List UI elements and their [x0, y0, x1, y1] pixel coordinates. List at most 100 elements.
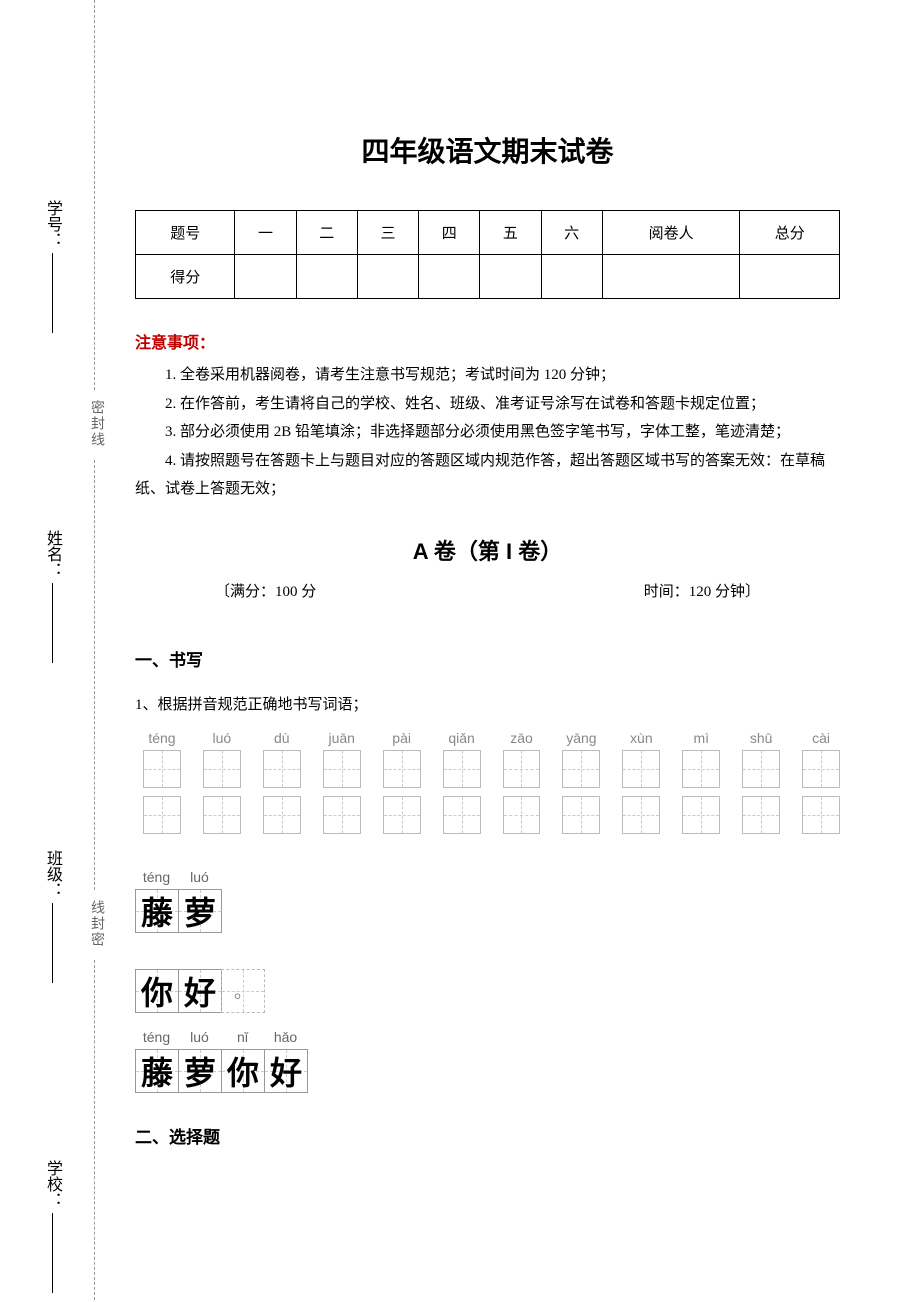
example-cell: 好: [178, 949, 221, 1013]
paper-info: 〔满分：100 分 时间：120 分钟〕: [135, 580, 840, 601]
tianzi-filled: 萝: [178, 889, 222, 933]
pinyin-label: luó: [203, 730, 241, 746]
class-label: 班级：: [40, 850, 64, 983]
name-label: 姓名：: [40, 530, 64, 663]
example-cell: téng 藤: [135, 869, 178, 933]
tianzi-row-2: [135, 796, 840, 834]
example-cell: 。: [221, 949, 264, 1013]
example-pinyin: luó: [190, 1029, 209, 1047]
score-cell: [541, 255, 602, 299]
student-id-label: 学号：: [40, 200, 64, 333]
tianzi-cell: [682, 750, 720, 788]
tianzi-cell: [263, 750, 301, 788]
pinyin-row: téng luó dù juān pài qiǎn zāo yāng xùn m…: [135, 730, 840, 746]
pinyin-label: cài: [802, 730, 840, 746]
score-row-label: 得分: [136, 255, 235, 299]
tianzi-filled: 你: [221, 1049, 265, 1093]
pinyin-label: téng: [143, 730, 181, 746]
pinyin-label: yāng: [562, 730, 600, 746]
tianzi-cell: [143, 796, 181, 834]
example-row-1: téng 藤 luó 萝: [135, 869, 840, 933]
exam-time: 时间：120 分钟〕: [644, 580, 760, 601]
section-writing-heading: 一、书写: [135, 646, 840, 671]
example-cell: luó 萝: [178, 869, 221, 933]
section-choice-heading: 二、选择题: [135, 1123, 840, 1148]
full-score: 〔满分：100 分: [215, 580, 316, 601]
score-header: 六: [541, 211, 602, 255]
example-row-3: téng 藤 luó 萝 nǐ 你 hǎo 好: [135, 1029, 840, 1093]
example-cell: téng 藤: [135, 1029, 178, 1093]
tianzi-cell: [143, 750, 181, 788]
tianzi-cell: [562, 796, 600, 834]
score-header: 五: [480, 211, 541, 255]
tianzi-punct: 。: [221, 969, 265, 1013]
score-table-score-row: 得分: [136, 255, 840, 299]
pinyin-label: juān: [323, 730, 361, 746]
example-row-2: 你 好 。: [135, 949, 840, 1013]
tianzi-cell: [622, 750, 660, 788]
example-pinyin: luó: [190, 869, 209, 887]
example-cell: luó 萝: [178, 1029, 221, 1093]
example-cell: hǎo 好: [264, 1029, 307, 1093]
pinyin-label: dù: [263, 730, 301, 746]
example-pinyin: nǐ: [237, 1029, 248, 1047]
side-labels: 学号： 姓名： 班级： 学校：: [30, 0, 70, 1302]
notice-item: 1. 全卷采用机器阅卷，请考生注意书写规范；考试时间为 120 分钟；: [135, 361, 840, 390]
notice-item: 4. 请按照题号在答题卡上与题目对应的答题区域内规范作答，超出答题区域书写的答案…: [135, 447, 840, 504]
paper-label: A 卷（第 I 卷）: [135, 534, 840, 566]
tianzi-cell: [742, 750, 780, 788]
school-label: 学校：: [40, 1160, 64, 1293]
tianzi-filled: 藤: [135, 1049, 179, 1093]
tianzi-cell: [443, 750, 481, 788]
notice-section: 注意事项： 1. 全卷采用机器阅卷，请考生注意书写规范；考试时间为 120 分钟…: [135, 329, 840, 504]
tianzi-cell: [503, 750, 541, 788]
example-pinyin: hǎo: [274, 1029, 297, 1047]
score-header: 三: [357, 211, 418, 255]
pinyin-label: xùn: [622, 730, 660, 746]
score-header: 阅卷人: [602, 211, 740, 255]
score-cell: [740, 255, 840, 299]
example-pinyin: téng: [143, 869, 170, 887]
notice-item: 3. 部分必须使用 2B 铅笔填涂；非选择题部分必须使用黑色签字笔书写，字体工整…: [135, 418, 840, 447]
tianzi-cell: [503, 796, 541, 834]
notice-item: 2. 在作答前，考生请将自己的学校、姓名、班级、准考证号涂写在试卷和答题卡规定位…: [135, 390, 840, 419]
tianzi-cell: [682, 796, 720, 834]
score-cell: [602, 255, 740, 299]
score-header: 二: [296, 211, 357, 255]
score-cell: [296, 255, 357, 299]
tianzi-cell: [562, 750, 600, 788]
score-cell: [235, 255, 296, 299]
seal-text-top: 密封线: [86, 400, 106, 448]
pinyin-label: pài: [383, 730, 421, 746]
tianzi-cell: [802, 750, 840, 788]
notice-title: 注意事项：: [135, 329, 840, 353]
score-cell: [419, 255, 480, 299]
score-cell: [480, 255, 541, 299]
tianzi-filled: 好: [178, 969, 222, 1013]
tianzi-cell: [802, 796, 840, 834]
pinyin-label: shū: [742, 730, 780, 746]
tianzi-cell: [323, 750, 361, 788]
score-header: 总分: [740, 211, 840, 255]
pinyin-label: mì: [682, 730, 720, 746]
tianzi-cell: [742, 796, 780, 834]
tianzi-cell: [323, 796, 361, 834]
tianzi-cell: [263, 796, 301, 834]
pinyin-label: qiǎn: [443, 730, 481, 746]
tianzi-filled: 你: [135, 969, 179, 1013]
tianzi-row-1: [135, 750, 840, 788]
score-header: 题号: [136, 211, 235, 255]
tianzi-filled: 好: [264, 1049, 308, 1093]
example-cell: nǐ 你: [221, 1029, 264, 1093]
tianzi-cell: [203, 796, 241, 834]
example-block: téng 藤 luó 萝 你 好 。 téng: [135, 869, 840, 1093]
tianzi-cell: [383, 796, 421, 834]
example-cell: 你: [135, 949, 178, 1013]
score-header: 四: [419, 211, 480, 255]
pinyin-label: zāo: [503, 730, 541, 746]
main-content: 四年级语文期末试卷 题号 一 二 三 四 五 六 阅卷人 总分 得分 注意事项：…: [135, 0, 840, 1148]
score-table-header-row: 题号 一 二 三 四 五 六 阅卷人 总分: [136, 211, 840, 255]
example-pinyin: téng: [143, 1029, 170, 1047]
tianzi-filled: 藤: [135, 889, 179, 933]
score-table: 题号 一 二 三 四 五 六 阅卷人 总分 得分: [135, 210, 840, 299]
